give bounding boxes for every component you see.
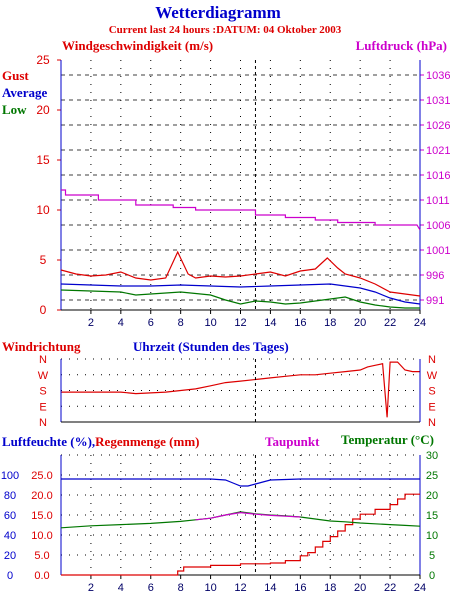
humidity-rain-title: Luftfeuchte (%),Regenmenge (mm): [2, 434, 199, 449]
wind-xtick-label: 2: [88, 317, 94, 329]
wind-speed-tick-label: 25: [36, 53, 50, 67]
wind-speed-tick-label: 0: [40, 303, 47, 317]
wind-xtick-label: 8: [178, 317, 184, 329]
wind-xtick-label: 20: [354, 317, 366, 329]
wind-xtick-label: 22: [384, 317, 396, 329]
direction-tick-label-right: W: [427, 370, 438, 382]
climate-xtick-label: 2: [88, 582, 94, 594]
wind-xtick-label: 18: [324, 317, 336, 329]
wind-xtick-label: 24: [414, 317, 426, 329]
pressure-tick-label: 1021: [426, 145, 450, 157]
wind-xtick-label: 10: [204, 317, 216, 329]
climate-xtick-label: 10: [204, 582, 216, 594]
diagram-title: Wetterdiagramm: [155, 3, 281, 22]
pressure-tick-label: 1031: [426, 95, 450, 107]
temperature-tick-label: 10: [426, 530, 438, 542]
direction-tick-label-right: N: [428, 354, 436, 366]
direction-tick-label-left: N: [39, 417, 47, 429]
wind-xtick-label: 16: [294, 317, 306, 329]
climate-xtick-label: 6: [148, 582, 154, 594]
series-regenmenge: [61, 493, 420, 576]
pressure-tick-label: 1001: [426, 245, 450, 257]
temperature-tick-label: 20: [426, 490, 438, 502]
wind-xtick-label: 14: [264, 317, 276, 329]
wind-speed-axis-title: Windgeschwindigkeit (m/s): [62, 38, 213, 53]
wind-xtick-label: 12: [234, 317, 246, 329]
series-wind-direction: [61, 361, 420, 418]
pressure-tick-label: 991: [426, 295, 444, 307]
pressure-tick-label: 996: [426, 270, 444, 282]
humidity-tick-label: 20: [4, 550, 16, 562]
climate-xtick-label: 20: [354, 582, 366, 594]
humidity-tick-label: 40: [4, 530, 16, 542]
direction-tick-label-left: N: [39, 354, 47, 366]
direction-tick-label-right: S: [428, 386, 435, 398]
temperature-tick-label: 0: [429, 570, 435, 582]
wind-speed-tick-label: 5: [40, 253, 47, 267]
pressure-tick-label: 1026: [426, 120, 450, 132]
wind-speed-tick-label: 20: [36, 103, 50, 117]
series-average: [60, 283, 421, 305]
wind-xtick-label: 4: [118, 317, 124, 329]
series-taupunkt: [195, 511, 301, 521]
rain-tick-label: 0.0: [34, 570, 49, 582]
temperature-axis-title: Temperatur (°C): [341, 432, 434, 447]
climate-xtick-label: 22: [384, 582, 396, 594]
wind-speed-tick-label: 10: [36, 203, 50, 217]
pressure-tick-label: 1011: [426, 195, 450, 207]
climate-xtick-label: 8: [178, 582, 184, 594]
diagram-subtitle: Current last 24 hours :DATUM: 04 Oktober…: [109, 24, 342, 36]
direction-tick-label-left: E: [39, 401, 46, 413]
dewpoint-label: Taupunkt: [265, 434, 320, 449]
climate-xtick-label: 4: [118, 582, 124, 594]
rain-tick-label: 20.0: [31, 490, 52, 502]
series-low: [60, 289, 420, 309]
legend-low: Low: [2, 102, 27, 117]
wind-speed-tick-label: 15: [36, 153, 50, 167]
temperature-tick-label: 15: [426, 510, 438, 522]
series-luftfeuchte: [61, 478, 420, 487]
direction-tick-label-left: W: [38, 370, 49, 382]
direction-tick-label-right: E: [428, 401, 435, 413]
rain-tick-label: 5.0: [34, 550, 49, 562]
humidity-tick-label: 0: [7, 570, 13, 582]
series-luftdruck: [61, 189, 421, 231]
climate-xtick-label: 18: [324, 582, 336, 594]
pressure-axis-title: Luftdruck (hPa): [356, 38, 447, 53]
humidity-tick-label: 100: [1, 470, 19, 482]
climate-xtick-label: 24: [414, 582, 426, 594]
pressure-tick-label: 1006: [426, 220, 450, 232]
humidity-tick-label: 60: [4, 510, 16, 522]
rain-tick-label: 25.0: [31, 470, 52, 482]
legend-average: Average: [2, 85, 47, 100]
pressure-tick-label: 1036: [426, 70, 450, 82]
rain-tick-label: 10.0: [31, 530, 52, 542]
pressure-tick-label: 1016: [426, 170, 450, 182]
rain-tick-label: 15.0: [31, 510, 52, 522]
wind-direction-title: Windrichtung: [2, 339, 81, 354]
temperature-tick-label: 30: [426, 450, 438, 462]
climate-xtick-label: 14: [264, 582, 276, 594]
direction-tick-label-left: S: [39, 386, 46, 398]
wind-xtick-label: 6: [148, 317, 154, 329]
climate-xtick-label: 12: [234, 582, 246, 594]
temperature-tick-label: 5: [429, 550, 435, 562]
direction-tick-label-right: N: [428, 417, 436, 429]
series-gust: [60, 250, 421, 297]
climate-xtick-label: 16: [294, 582, 306, 594]
legend-gust: Gust: [2, 68, 29, 83]
x-axis-title: Uhrzeit (Stunden des Tages): [133, 339, 289, 354]
humidity-tick-label: 80: [4, 490, 16, 502]
temperature-tick-label: 25: [426, 470, 438, 482]
